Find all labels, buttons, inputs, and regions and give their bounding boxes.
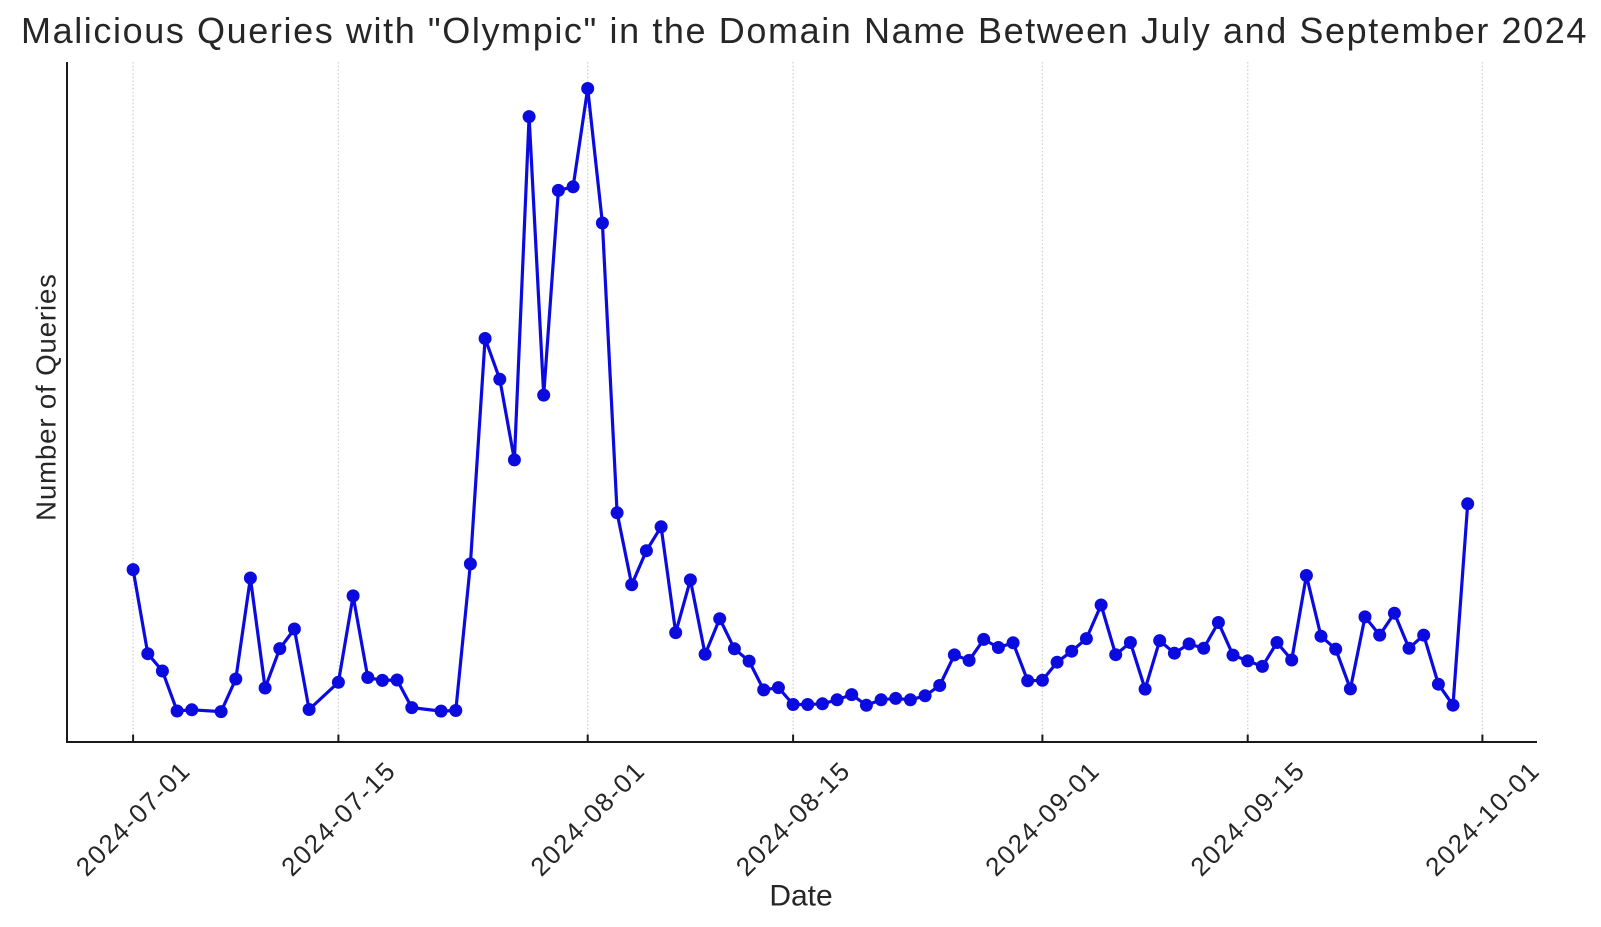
svg-text:Malicious Queries with "Olympi: Malicious Queries with "Olympic" in the … (21, 10, 1588, 51)
svg-text:Date: Date (769, 880, 832, 913)
svg-text:Number of Queries: Number of Queries (31, 273, 62, 521)
